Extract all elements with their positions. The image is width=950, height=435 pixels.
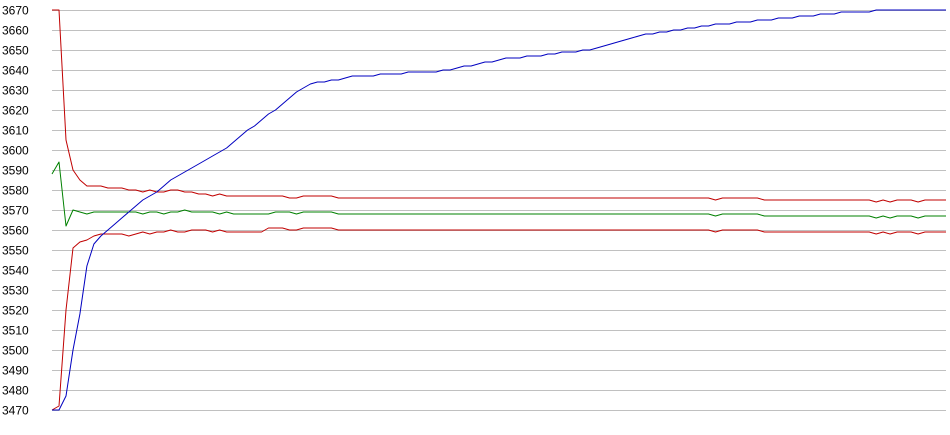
y-tick-label: 3550 bbox=[2, 244, 29, 258]
series-lines bbox=[51, 9, 946, 411]
y-tick-label: 3640 bbox=[2, 64, 29, 78]
y-tick-label: 3630 bbox=[2, 84, 29, 98]
y-tick-label: 3560 bbox=[2, 224, 29, 238]
y-tick-label: 3490 bbox=[2, 364, 29, 378]
y-tick-label: 3580 bbox=[2, 184, 29, 198]
y-tick-label: 3510 bbox=[2, 324, 29, 338]
series-line-1 bbox=[52, 9, 946, 203]
y-tick-label: 3480 bbox=[2, 384, 29, 398]
gridlines bbox=[52, 10, 946, 411]
y-axis-tick-labels: 3470 3480 3490 3500 3510 3520 3530 3540 3550 3560… bbox=[2, 4, 29, 418]
y-tick-label: 3660 bbox=[2, 24, 29, 38]
y-tick-label: 3650 bbox=[2, 44, 29, 58]
y-tick-label: 3500 bbox=[2, 344, 29, 358]
series-line-3 bbox=[51, 227, 946, 411]
y-tick-label: 3570 bbox=[2, 204, 29, 218]
y-tick-label: 3600 bbox=[2, 144, 29, 158]
y-tick-label: 3540 bbox=[2, 264, 29, 278]
y-tick-label: 3670 bbox=[2, 4, 29, 18]
series-line-2 bbox=[51, 161, 946, 227]
y-tick-label: 3520 bbox=[2, 304, 29, 318]
y-tick-label: 3470 bbox=[2, 404, 29, 418]
y-tick-label: 3620 bbox=[2, 104, 29, 118]
y-tick-label: 3610 bbox=[2, 124, 29, 138]
series-line-4 bbox=[52, 9, 946, 411]
y-tick-label: 3590 bbox=[2, 164, 29, 178]
y-tick-label: 3530 bbox=[2, 284, 29, 298]
